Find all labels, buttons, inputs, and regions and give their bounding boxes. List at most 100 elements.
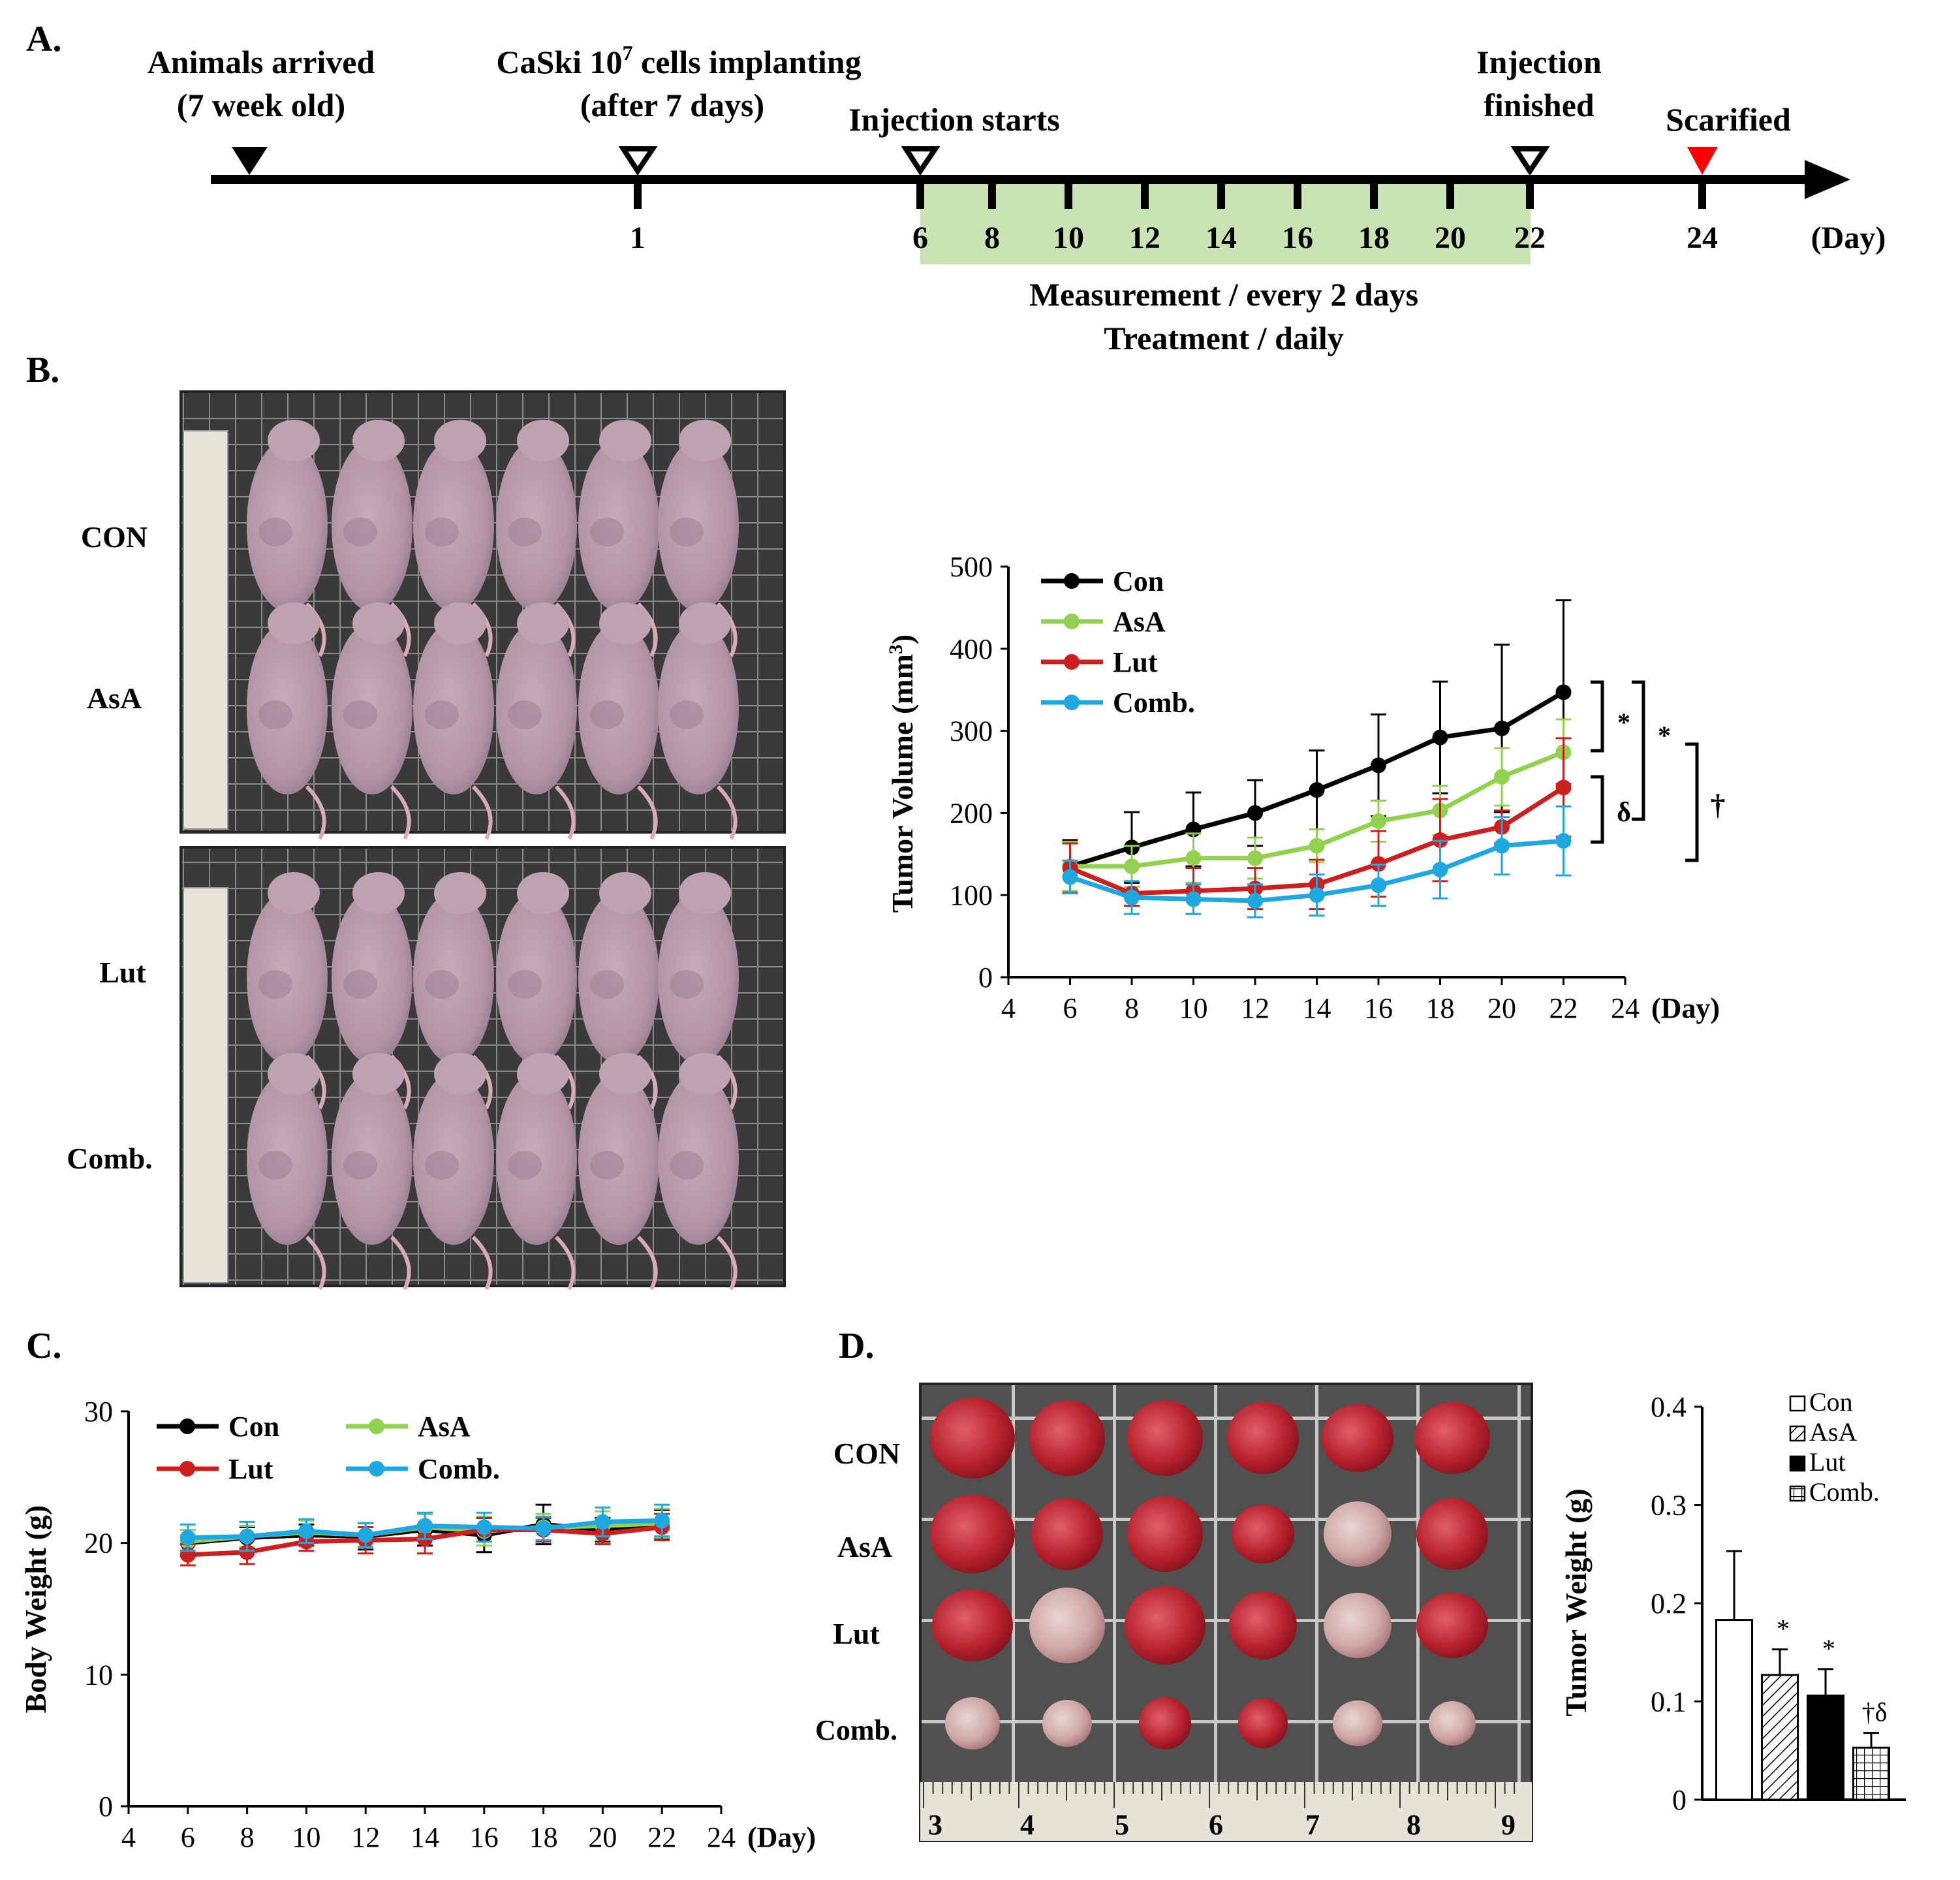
legend-label: AsA — [418, 1411, 471, 1443]
tick-label: 16 — [1282, 221, 1313, 255]
mice-group — [247, 872, 739, 1291]
data-point — [1494, 769, 1510, 785]
timeline-ticks — [634, 180, 1706, 209]
marker-sacrificed — [1687, 147, 1718, 175]
y-tick-label: 400 — [950, 633, 993, 665]
x-tick-label: 18 — [1426, 992, 1455, 1024]
tick-label: 10 — [1053, 221, 1084, 255]
data-point — [1371, 757, 1386, 774]
mouse-tail — [554, 785, 576, 840]
x-tick-label: 4 — [121, 1821, 136, 1853]
tumor — [1429, 1701, 1476, 1746]
data-point — [417, 1518, 433, 1534]
legend-marker — [1064, 614, 1080, 629]
mouse-head — [434, 872, 486, 914]
ruler-number: 4 — [1020, 1809, 1034, 1841]
y-tick-label: 0.2 — [1651, 1588, 1687, 1620]
data-point — [1062, 869, 1078, 885]
data-point — [1555, 684, 1572, 700]
mouse-tail — [716, 1235, 738, 1291]
ruler — [183, 887, 228, 1283]
data-point — [1309, 838, 1325, 854]
mouse-head — [599, 603, 651, 644]
y-tick-label: 200 — [950, 797, 993, 829]
data-point — [1185, 850, 1202, 866]
data-point — [239, 1528, 255, 1544]
legend-label: Lut — [228, 1453, 273, 1485]
x-tick-label: 16 — [470, 1821, 499, 1853]
legend-label: Con — [228, 1411, 279, 1443]
photo-b-row-label: Comb. — [67, 1142, 153, 1175]
legend-marker — [1064, 695, 1080, 710]
tumor — [1232, 1505, 1294, 1563]
event-injection-start: Injection starts — [848, 101, 1060, 138]
mouse-head — [679, 1053, 731, 1095]
data-point — [358, 1527, 374, 1543]
tumor-bump — [590, 970, 624, 999]
y-tick-label: 0.1 — [1651, 1686, 1687, 1718]
x-tick-label: 18 — [529, 1821, 558, 1853]
x-tick-label: 12 — [351, 1821, 380, 1853]
y-axis-label: Tumor Volume (mm3) — [885, 634, 919, 913]
tumor-bump — [590, 700, 624, 729]
x-tick-label: 6 — [181, 1821, 195, 1853]
mouse-head — [679, 420, 731, 462]
mouse-tail — [390, 785, 411, 840]
ruler-ticks — [923, 1782, 1516, 1808]
data-point — [1247, 805, 1263, 821]
mouse-head — [517, 603, 569, 644]
x-tick-label: 24 — [707, 1821, 736, 1853]
mouse-head — [352, 872, 405, 914]
event-arrived-line1: Animals arrived — [148, 44, 375, 80]
tick-label: 22 — [1514, 221, 1546, 255]
tumor — [1227, 1402, 1299, 1474]
legend-marker — [369, 1461, 384, 1477]
photo-d-row-label: AsA — [837, 1530, 892, 1563]
significance-mark: † — [1711, 788, 1726, 821]
data-point — [1185, 891, 1202, 907]
tumor-bump — [258, 518, 292, 546]
y-tick-label: 20 — [84, 1528, 113, 1559]
data-point — [654, 1512, 670, 1529]
y-tick-label: 0.3 — [1651, 1490, 1687, 1522]
tick-label: 6 — [912, 221, 928, 255]
tumor-bump — [670, 700, 704, 729]
ruler-number: 7 — [1305, 1809, 1320, 1841]
x-tick-label: 20 — [1487, 992, 1516, 1024]
tumor-bump — [508, 700, 542, 729]
tumor — [1042, 1700, 1092, 1747]
mouse-head — [434, 603, 486, 644]
y-tick-label: 0 — [1672, 1784, 1687, 1816]
tumor-bump — [508, 518, 542, 546]
tumor — [1324, 1593, 1392, 1658]
legend-label: Comb. — [1809, 1477, 1880, 1507]
tumor-bump — [258, 970, 292, 999]
mouse-head — [352, 603, 405, 644]
tick-label: 18 — [1358, 221, 1390, 255]
ruler-number: 9 — [1501, 1809, 1516, 1841]
x-tick-label: 22 — [647, 1821, 676, 1853]
photo-d-row-label: CON — [833, 1437, 900, 1470]
tick-1 — [634, 180, 642, 209]
mouse-head — [517, 1053, 569, 1095]
legend-label: Lut — [1113, 646, 1158, 678]
tick-24 — [1698, 180, 1706, 209]
tumor — [1029, 1588, 1105, 1663]
mouse-head — [517, 872, 569, 914]
data-point — [1309, 782, 1325, 798]
mouse-head — [268, 420, 320, 462]
data-point — [1432, 729, 1448, 745]
mouse-head — [434, 1053, 486, 1095]
x-tick-label: 22 — [1549, 992, 1578, 1024]
data-point — [179, 1529, 196, 1546]
data-point — [1555, 779, 1572, 796]
mouse-tail — [305, 785, 326, 840]
tumor — [1031, 1498, 1103, 1570]
marker-arrived — [232, 147, 268, 175]
marker-injection-finish — [1510, 146, 1550, 176]
data-point — [1309, 887, 1325, 903]
significance-mark: * — [1617, 708, 1630, 737]
tumor — [1029, 1400, 1105, 1476]
tumor — [932, 1590, 1013, 1661]
mouse-head — [599, 872, 651, 914]
